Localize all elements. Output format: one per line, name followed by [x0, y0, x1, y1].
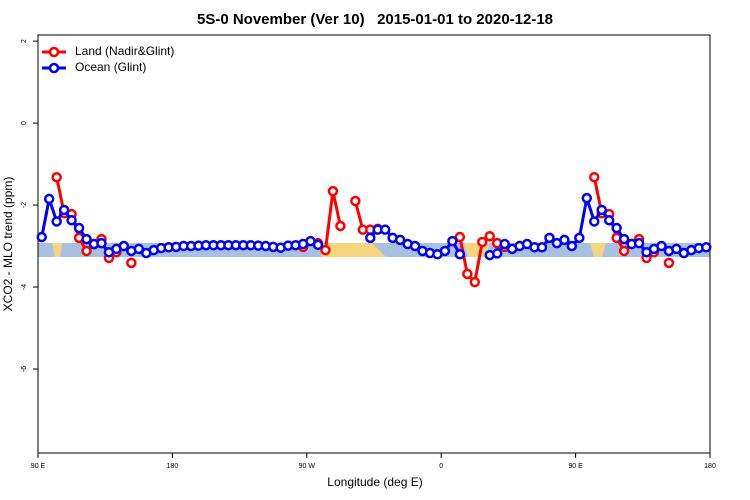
data-point: [633, 237, 645, 249]
data-point: [43, 193, 55, 205]
data-point: [447, 235, 458, 247]
data-point: [409, 240, 421, 252]
y-axis-label: XCO2 - MLO trend (ppm): [1, 177, 15, 312]
y-tick-label: 2: [21, 39, 28, 43]
data-point: [701, 242, 712, 253]
data-point: [96, 237, 107, 249]
data-point: [581, 192, 593, 204]
data-point: [618, 245, 630, 257]
data-point: [335, 220, 346, 232]
data-point: [454, 231, 466, 243]
data-point: [51, 216, 62, 227]
data-point: [559, 234, 570, 246]
data-point: [365, 232, 376, 244]
x-tick-label: 180: [704, 463, 716, 470]
data-point: [454, 248, 466, 260]
data-point: [327, 185, 339, 197]
land-band: [52, 243, 606, 257]
data-point: [603, 214, 615, 226]
data-point: [589, 171, 600, 183]
data-point: [312, 239, 324, 251]
data-point: [536, 242, 548, 253]
data-point: [611, 222, 622, 234]
x-tick-label: 90 E: [31, 463, 46, 470]
data-point: [544, 232, 555, 244]
data-point: [589, 216, 600, 227]
data-point: [596, 204, 607, 216]
data-point: [499, 238, 510, 250]
legend-label: Land (Nadir&Glint): [75, 44, 174, 58]
data-point: [81, 233, 92, 245]
y-tick-label: -4: [21, 284, 28, 290]
y-tick-label: -6: [21, 366, 28, 372]
data-point: [66, 214, 77, 226]
legend-label: Ocean (Glint): [75, 60, 146, 74]
data-point: [118, 240, 130, 252]
data-point: [320, 244, 331, 256]
data-point: [484, 230, 495, 242]
y-tick-label: 0: [21, 121, 28, 125]
data-point: [656, 240, 667, 252]
x-axis-label: Longitude (deg E): [327, 475, 422, 489]
data-point: [663, 257, 675, 269]
data-point: [73, 222, 85, 234]
legend-marker: [48, 46, 60, 58]
x-tick-label: 90 E: [568, 463, 583, 470]
data-point: [477, 236, 488, 248]
y-tick-label: -2: [21, 202, 28, 208]
data-point: [81, 245, 92, 257]
data-point: [58, 204, 70, 216]
x-tick-label: 180: [167, 463, 179, 470]
data-point: [566, 240, 578, 252]
data-point: [379, 224, 391, 235]
data-point: [36, 231, 47, 243]
data-point: [126, 257, 137, 269]
data-point: [394, 234, 406, 246]
data-point: [574, 232, 585, 244]
data-point: [350, 195, 361, 207]
legend-marker: [48, 62, 60, 74]
x-tick-label: 90 W: [299, 463, 316, 470]
data-point: [469, 276, 481, 288]
data-point: [133, 243, 145, 255]
data-point: [462, 268, 473, 280]
chart-title: 5S-0 November (Ver 10) 2015-01-01 to 202…: [197, 11, 553, 28]
data-point: [439, 245, 451, 257]
data-point: [51, 171, 62, 183]
data-point: [618, 233, 630, 245]
x-tick-label: 0: [439, 463, 443, 470]
data-point: [671, 243, 682, 255]
data-point: [491, 248, 503, 259]
